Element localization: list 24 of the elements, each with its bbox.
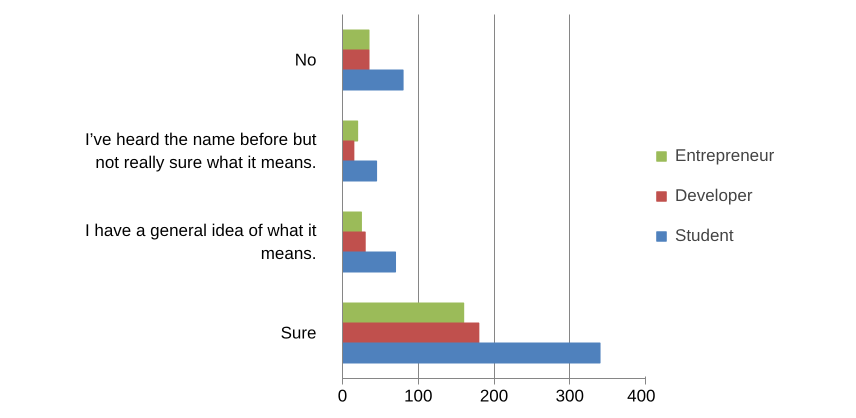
bar — [342, 302, 464, 324]
y-tick-label: I’ve heard the name before but not really sure what it means. — [84, 130, 317, 172]
y-tick-label: No — [294, 50, 317, 70]
bar — [342, 342, 601, 364]
bar — [342, 322, 480, 344]
x-tick-label: 0 — [338, 386, 348, 406]
y-tick-label: Sure — [280, 324, 317, 342]
legend-label: Entrepreneur — [675, 146, 774, 166]
bar — [342, 70, 404, 91]
bar — [342, 160, 378, 182]
legend-label: Developer — [675, 186, 752, 206]
y-tick-label: I have a general idea of what it means. — [84, 221, 317, 263]
bar — [342, 231, 366, 253]
legend-label: Student — [675, 226, 734, 246]
x-tick-label: 200 — [480, 386, 508, 406]
x-tick-label: 400 — [627, 386, 656, 406]
bar — [342, 211, 362, 232]
bar — [342, 29, 370, 50]
bar — [342, 49, 370, 71]
bar — [342, 120, 358, 142]
x-tick-label: 100 — [404, 386, 432, 406]
bar — [342, 252, 396, 273]
bar — [342, 140, 354, 162]
x-tick-label: 300 — [556, 386, 584, 406]
